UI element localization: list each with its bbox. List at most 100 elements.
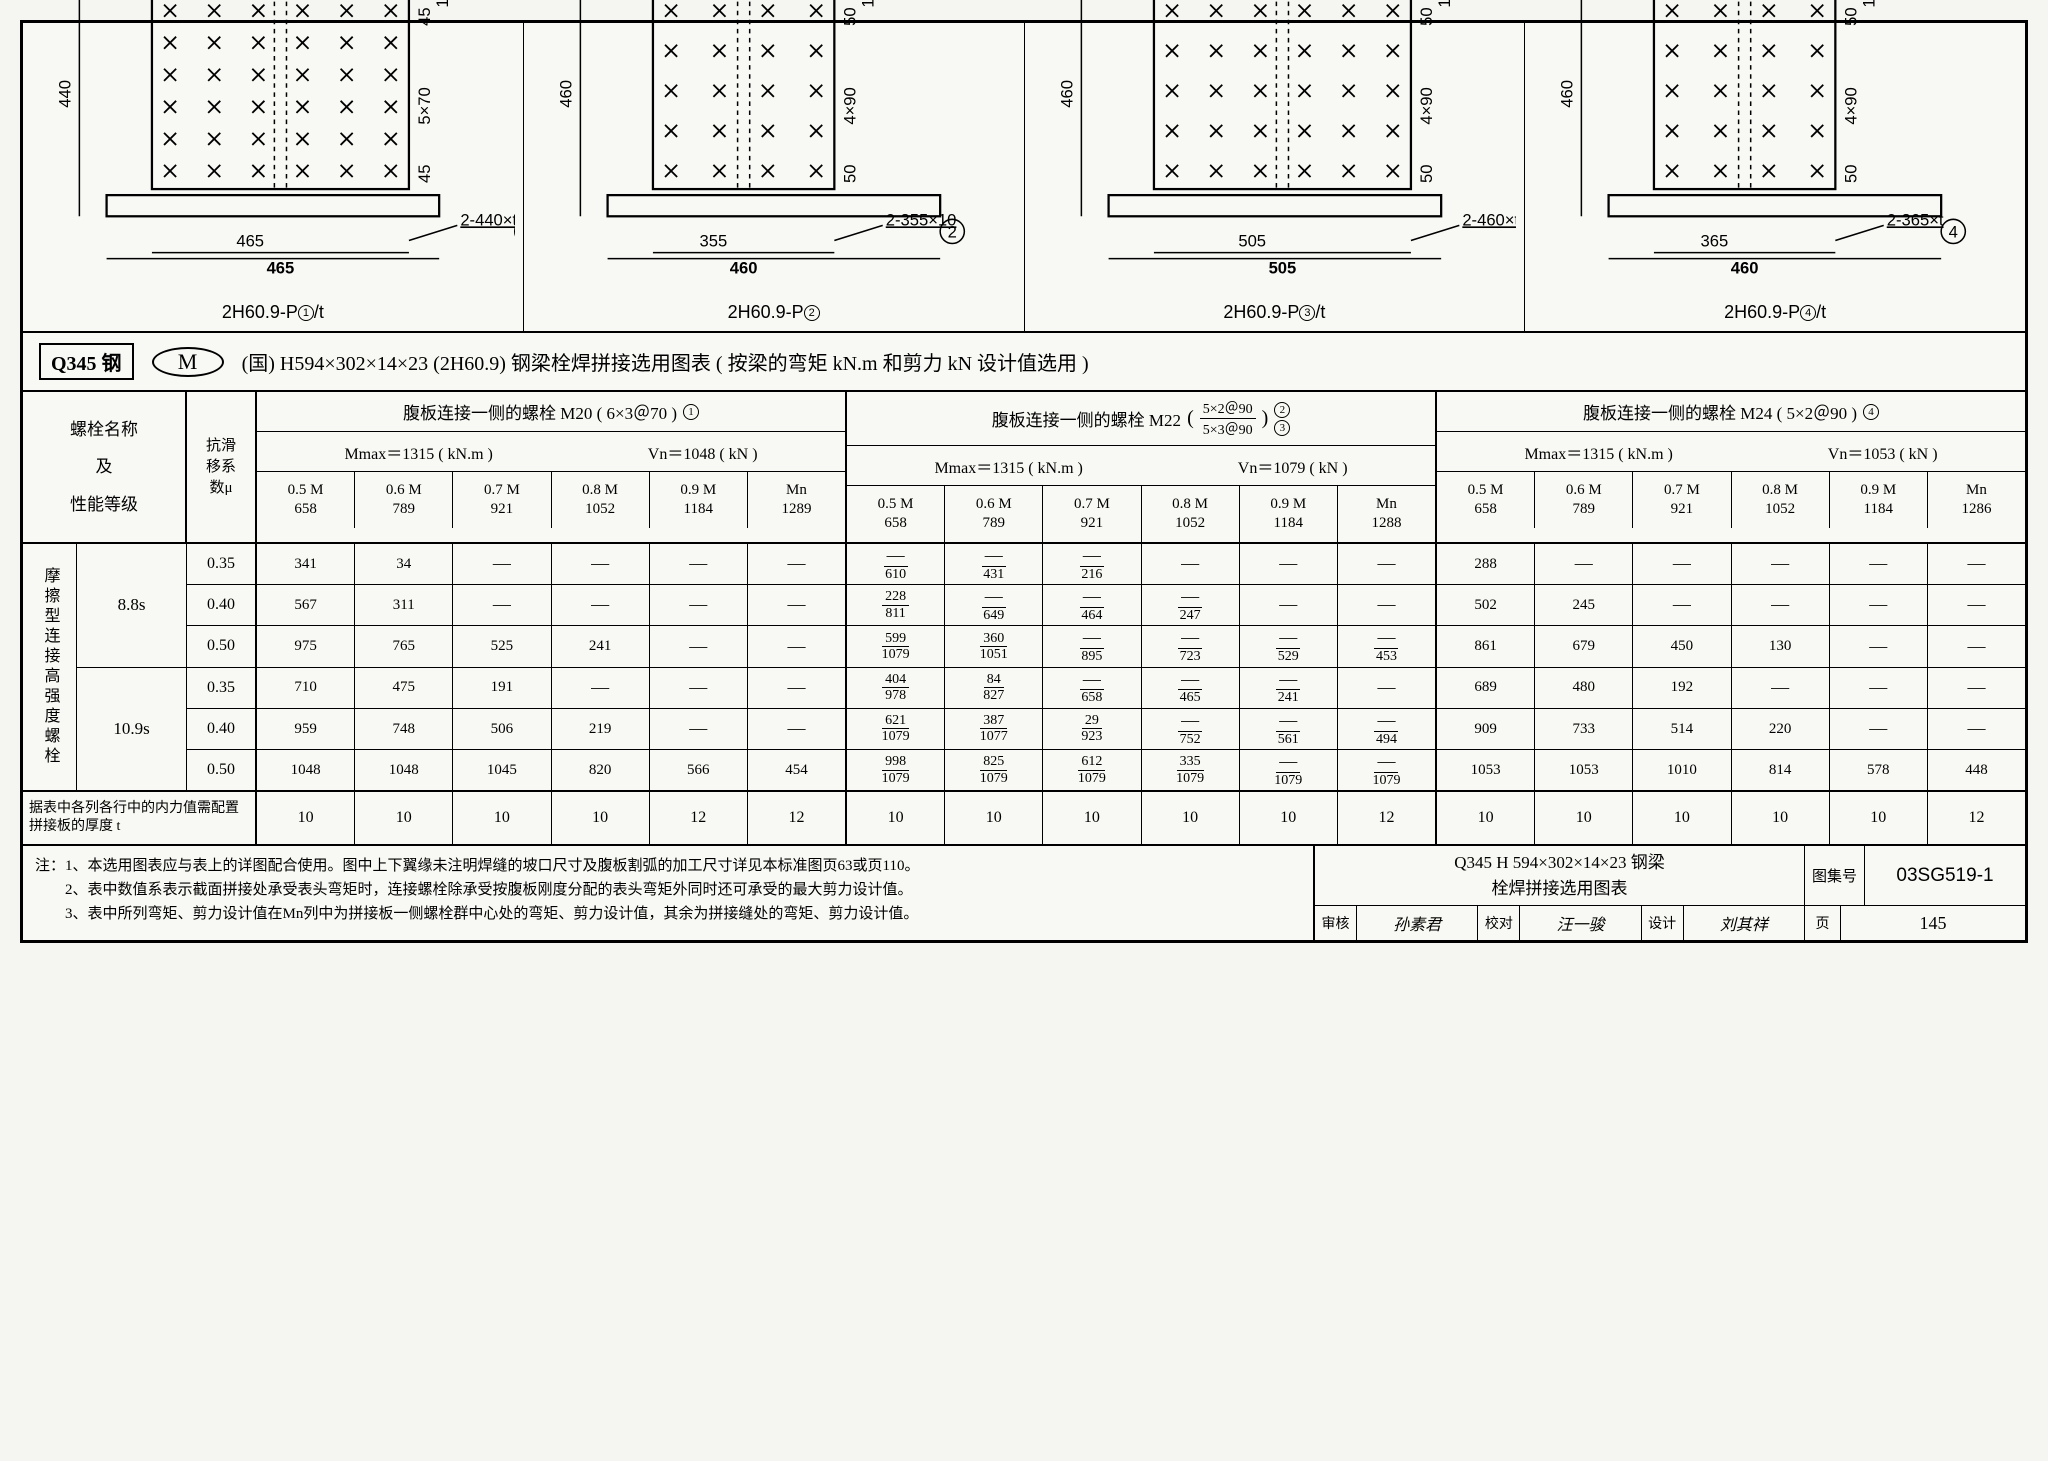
thickness-cell: 10	[1437, 792, 1535, 844]
diagram-2: M22 孔Φ24 50 50 5 75 双拼接板 460 110 50 4×90…	[524, 23, 1025, 331]
data-cell: —465	[1142, 668, 1240, 708]
tb-title-line2: 栓焊拼接选用图表	[1492, 876, 1628, 902]
data-cell: —	[1535, 544, 1633, 584]
thickness-group-1: 101010101212	[257, 792, 847, 844]
svg-text:465: 465	[267, 259, 295, 278]
svg-text:110: 110	[1860, 0, 1879, 8]
data-cell: 475	[355, 668, 453, 708]
hdr-group-1: 腹板连接一侧的螺栓 M20 ( 6×3＠70 )1 Mmax＝1315 ( kN…	[257, 392, 847, 542]
data-cell: —	[650, 668, 748, 708]
data-cell: —	[748, 585, 845, 625]
data-cell: —	[453, 585, 551, 625]
svg-text:50: 50	[1842, 165, 1861, 183]
data-cell: —431	[945, 544, 1043, 584]
svg-text:460: 460	[1057, 80, 1076, 108]
thickness-cell: 10	[552, 792, 650, 844]
data-cell: —1079	[1338, 750, 1435, 790]
table-row: 228811—649—464—247——	[847, 585, 1435, 626]
table-row: 40497884827—658—465—241—	[847, 668, 1435, 709]
data-cell: —	[453, 544, 551, 584]
data-cell: 9981079	[847, 750, 945, 790]
svg-text:50: 50	[1417, 165, 1436, 183]
table-row: 689480192———	[1437, 668, 2025, 709]
svg-text:50: 50	[840, 7, 859, 25]
svg-text:4×90: 4×90	[840, 87, 859, 124]
data-cell: 1053	[1535, 750, 1633, 790]
data-cell: —	[552, 585, 650, 625]
mu-cell: 0.35	[187, 668, 255, 709]
data-cell: 3871077	[945, 709, 1043, 749]
svg-text:50: 50	[1842, 7, 1861, 25]
data-cell: —	[1830, 585, 1928, 625]
data-cell: 909	[1437, 709, 1535, 749]
data-cell: 3601051	[945, 626, 1043, 666]
data-cell: 448	[1928, 750, 2025, 790]
data-cell: 765	[355, 626, 453, 666]
value-group-1: 34134————567311————975765525241——7104751…	[257, 544, 847, 790]
data-cell: 514	[1633, 709, 1731, 749]
value-group-3: 288—————502245————861679450130——68948019…	[1437, 544, 2025, 790]
data-body: 摩擦型连接高强度螺栓 8.8s10.9s 0.350.400.500.350.4…	[23, 544, 2025, 792]
footer: 注：1、本选用图表应与表上的详图配合使用。图中上下翼缘未注明焊缝的坡口尺寸及腹板…	[23, 846, 2025, 940]
note-line: 2、表中数值系表示截面拼接处承受表头弯矩时，连接螺栓除承受按腹板刚度分配的表头弯…	[35, 878, 1301, 902]
tb-code-label: 图集号	[1805, 846, 1865, 905]
data-cell: —	[1830, 668, 1928, 708]
thickness-cell: 10	[257, 792, 355, 844]
table-header: 螺栓名称及性能等级 抗滑移系数μ 腹板连接一侧的螺栓 M20 ( 6×3＠70 …	[23, 392, 2025, 544]
svg-text:460: 460	[1731, 259, 1759, 278]
hdr-group-3: 腹板连接一侧的螺栓 M24 ( 5×2＠90 )4 Mmax＝1315 ( kN…	[1437, 392, 2025, 542]
data-cell: 975	[257, 626, 355, 666]
table-row: 909733514220——	[1437, 709, 2025, 750]
data-cell: 245	[1535, 585, 1633, 625]
data-cell: —	[650, 585, 748, 625]
data-cell: —453	[1338, 626, 1435, 666]
data-cell: —	[1928, 668, 2025, 708]
data-cell: —	[1928, 544, 2025, 584]
data-cell: —216	[1043, 544, 1141, 584]
table-row: 105310531010814578448	[1437, 750, 2025, 790]
tb-sig-value: 孙素君	[1357, 906, 1478, 940]
data-cell: 566	[650, 750, 748, 790]
data-cell: 1048	[257, 750, 355, 790]
thickness-group-2: 101010101012	[847, 792, 1437, 844]
friction-bolt-label: 摩擦型连接高强度螺栓	[23, 544, 77, 790]
data-cell: —	[650, 544, 748, 584]
data-cell: —	[1830, 626, 1928, 666]
data-cell: 454	[748, 750, 845, 790]
thickness-cell: 10	[1240, 792, 1338, 844]
data-cell: —	[1928, 709, 2025, 749]
tb-page-value: 145	[1841, 906, 2025, 940]
data-cell: 689	[1437, 668, 1535, 708]
table-row: 9981079825107961210793351079—1079—1079	[847, 750, 1435, 790]
thickness-label: 据表中各列各行中的内力值需配置拼接板的厚度 t	[23, 792, 257, 844]
data-cell: 192	[1633, 668, 1731, 708]
data-cell: 748	[355, 709, 453, 749]
data-cell: —895	[1043, 626, 1141, 666]
data-cell: 6121079	[1043, 750, 1141, 790]
data-cell: —	[552, 668, 650, 708]
data-cell: —	[650, 709, 748, 749]
diagram-code: 2H60.9-P3/t	[1223, 302, 1325, 323]
thickness-cell: 10	[1043, 792, 1141, 844]
svg-text:2: 2	[947, 223, 956, 242]
data-cell: 1053	[1437, 750, 1535, 790]
grade-cell: 8.8s	[77, 544, 186, 668]
data-cell: —	[1142, 544, 1240, 584]
data-cell: 1045	[453, 750, 551, 790]
thickness-cell: 10	[1633, 792, 1731, 844]
svg-text:460: 460	[556, 80, 575, 108]
data-cell: 6211079	[847, 709, 945, 749]
svg-text:4: 4	[1949, 223, 1958, 242]
tb-sig-label: 设计	[1642, 906, 1684, 940]
tb-code-value: 03SG519-1	[1865, 846, 2025, 905]
data-cell: —	[1732, 668, 1830, 708]
svg-text:465: 465	[236, 232, 264, 251]
tb-sig-label: 审核	[1315, 906, 1357, 940]
data-cell: 502	[1437, 585, 1535, 625]
data-cell: —649	[945, 585, 1043, 625]
data-cell: 814	[1732, 750, 1830, 790]
thickness-group-3: 101010101012	[1437, 792, 2025, 844]
data-cell: 241	[552, 626, 650, 666]
data-cell: 311	[355, 585, 453, 625]
table-row: 710475191———	[257, 668, 845, 709]
